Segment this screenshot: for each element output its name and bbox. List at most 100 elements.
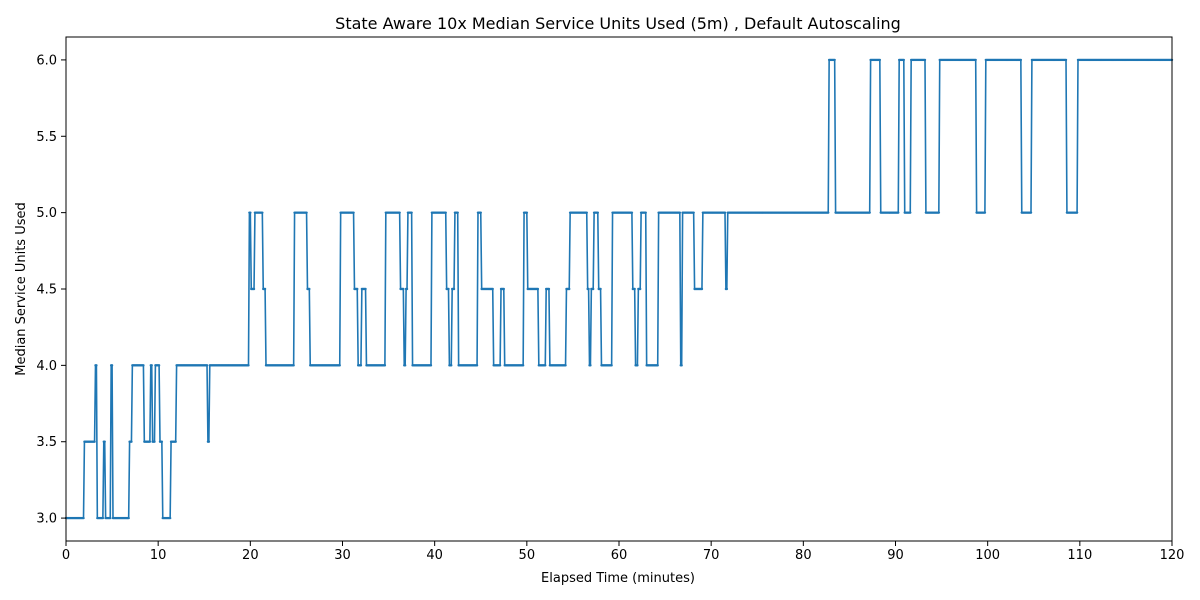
data-point bbox=[95, 364, 98, 367]
data-point bbox=[1064, 58, 1068, 62]
data-point bbox=[444, 211, 447, 214]
data-point bbox=[475, 364, 479, 367]
data-point bbox=[633, 287, 636, 291]
data-point bbox=[292, 364, 295, 367]
data-point bbox=[923, 58, 927, 62]
data-point bbox=[937, 211, 941, 214]
data-point bbox=[498, 364, 502, 367]
data-point bbox=[452, 287, 456, 291]
data-point bbox=[429, 364, 433, 367]
x-tick-label: 50 bbox=[519, 548, 536, 563]
data-point bbox=[723, 211, 727, 214]
data-point bbox=[142, 364, 145, 367]
data-point bbox=[491, 287, 494, 291]
data-point bbox=[983, 211, 987, 214]
y-tick-label: 3.0 bbox=[36, 512, 57, 527]
data-point bbox=[93, 440, 96, 443]
data-point bbox=[692, 211, 695, 214]
data-point bbox=[596, 211, 599, 214]
data-point bbox=[630, 211, 634, 214]
x-axis-title: Elapsed Time (minutes) bbox=[541, 571, 695, 586]
data-point bbox=[247, 364, 250, 367]
x-tick-label: 110 bbox=[1067, 548, 1092, 563]
data-point bbox=[479, 211, 482, 214]
data-point bbox=[160, 440, 164, 443]
y-tick-label: 5.5 bbox=[36, 130, 57, 145]
data-point bbox=[878, 58, 882, 62]
data-point bbox=[130, 440, 133, 443]
data-point bbox=[153, 440, 156, 443]
x-tick-label: 10 bbox=[150, 548, 167, 563]
x-tick-label: 40 bbox=[426, 548, 443, 563]
data-point bbox=[110, 364, 114, 367]
x-tick-label: 80 bbox=[795, 548, 812, 563]
data-point bbox=[636, 364, 639, 367]
data-point bbox=[678, 211, 682, 214]
x-tick-label: 100 bbox=[975, 548, 1000, 563]
x-tick-label: 30 bbox=[334, 548, 351, 563]
x-axis: 0 10 20 30 40 50 60 70 80 90 100 110 120 bbox=[62, 541, 1185, 563]
data-point bbox=[249, 211, 252, 214]
data-point bbox=[383, 364, 387, 367]
data-point bbox=[544, 364, 547, 367]
data-point bbox=[456, 211, 459, 214]
data-point bbox=[700, 287, 704, 291]
data-point bbox=[1019, 58, 1023, 62]
data-point bbox=[656, 364, 659, 367]
y-tick-label: 3.5 bbox=[36, 435, 57, 450]
x-tick-label: 90 bbox=[887, 548, 904, 563]
data-point bbox=[502, 287, 505, 291]
data-point bbox=[150, 364, 153, 367]
data-point bbox=[564, 364, 567, 367]
data-point bbox=[410, 211, 413, 214]
data-point bbox=[568, 287, 571, 291]
data-point bbox=[263, 287, 267, 291]
data-point bbox=[364, 287, 367, 291]
data-point bbox=[308, 287, 311, 291]
data-point bbox=[521, 364, 525, 367]
data-point bbox=[157, 364, 161, 367]
y-tick-label: 4.0 bbox=[36, 359, 57, 374]
data-point bbox=[82, 516, 85, 520]
data-point bbox=[402, 287, 405, 291]
data-point bbox=[587, 287, 590, 291]
data-point bbox=[827, 211, 830, 214]
x-tick-label: 0 bbox=[62, 548, 70, 563]
y-tick-label: 6.0 bbox=[36, 53, 57, 68]
data-point bbox=[148, 440, 152, 443]
data-point bbox=[525, 211, 529, 214]
data-point bbox=[547, 287, 551, 291]
data-point bbox=[725, 287, 729, 291]
plot-area bbox=[64, 58, 1174, 520]
data-point bbox=[447, 287, 450, 291]
data-point bbox=[352, 211, 355, 214]
data-point bbox=[403, 364, 407, 367]
data-point bbox=[589, 364, 592, 367]
y-tick-label: 5.0 bbox=[36, 206, 57, 221]
data-point bbox=[168, 516, 172, 520]
data-point bbox=[305, 211, 308, 214]
data-point bbox=[1029, 211, 1033, 214]
y-axis: 3.0 3.5 4.0 4.5 5.0 5.5 6.0 bbox=[36, 53, 66, 527]
data-point bbox=[174, 440, 177, 443]
x-tick-label: 60 bbox=[611, 548, 628, 563]
data-point bbox=[359, 364, 363, 367]
data-point bbox=[127, 516, 130, 520]
data-point bbox=[101, 516, 105, 520]
data-point bbox=[205, 364, 209, 367]
data-point bbox=[536, 287, 540, 291]
x-tick-label: 20 bbox=[242, 548, 259, 563]
data-point bbox=[207, 440, 211, 443]
data-point bbox=[252, 287, 256, 291]
data-point bbox=[356, 287, 359, 291]
x-tick-label: 120 bbox=[1160, 548, 1185, 563]
data-point bbox=[405, 287, 409, 291]
data-point bbox=[398, 211, 401, 214]
data-point bbox=[833, 58, 836, 62]
data-point bbox=[103, 440, 106, 443]
data-point bbox=[261, 211, 264, 214]
data-point bbox=[680, 364, 683, 367]
data-point bbox=[897, 211, 900, 214]
data-point bbox=[868, 211, 871, 214]
